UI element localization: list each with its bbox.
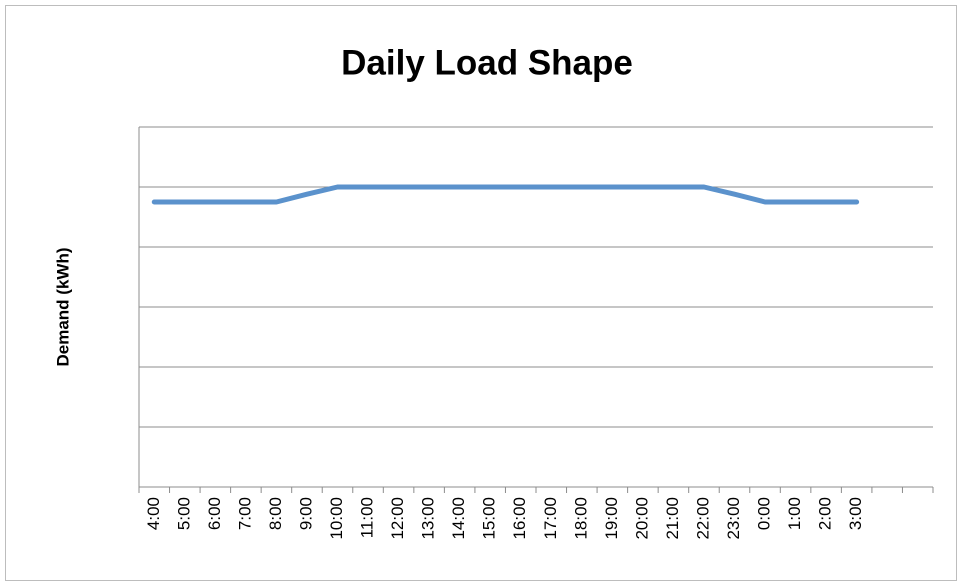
- y-axis-label: Demand (kWh): [53, 248, 72, 367]
- x-tick-label: 2:00: [816, 497, 835, 530]
- x-tick-label: 3:00: [846, 497, 865, 530]
- x-tick-label: 12:00: [388, 497, 407, 540]
- x-tick-label: 20:00: [632, 497, 651, 540]
- x-tick-label: 0:00: [755, 497, 774, 530]
- x-tick-label: 17:00: [541, 497, 560, 540]
- chart-border: [5, 5, 957, 581]
- x-tick-label: 10:00: [327, 497, 346, 540]
- x-tick-label: 23:00: [724, 497, 743, 540]
- x-tick-label: 6:00: [205, 497, 224, 530]
- x-tick-label: 19:00: [602, 497, 621, 540]
- x-tick-label: 4:00: [144, 497, 163, 530]
- x-tick-label: 9:00: [296, 497, 315, 530]
- chart-title: Daily Load Shape: [341, 43, 633, 82]
- x-tick-label: 22:00: [693, 497, 712, 540]
- x-tick-label: 18:00: [571, 497, 590, 540]
- x-tick-label: 7:00: [235, 497, 254, 530]
- x-tick-label: 5:00: [174, 497, 193, 530]
- x-tick-label: 11:00: [358, 497, 377, 538]
- series-line: [151, 184, 860, 205]
- x-tick-label: 8:00: [266, 497, 285, 530]
- x-tick-label: 15:00: [480, 497, 499, 540]
- x-tick-label: 1:00: [785, 497, 804, 530]
- x-tick-label: 21:00: [663, 497, 682, 540]
- x-tick-label: 16:00: [510, 497, 529, 540]
- x-tick-label: 14:00: [449, 497, 468, 540]
- x-tick-label: 13:00: [419, 497, 438, 540]
